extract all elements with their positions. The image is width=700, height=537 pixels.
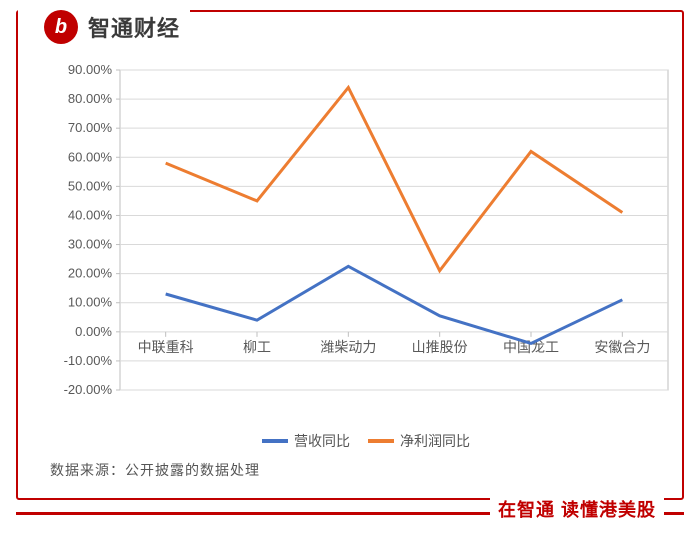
category-label: 中联重科 xyxy=(138,339,194,355)
header: b 智通财经 xyxy=(18,10,190,44)
y-tick-label: -10.00% xyxy=(64,353,113,368)
footer-slogan: 在智通 读懂港美股 xyxy=(490,496,664,522)
category-label: 山推股份 xyxy=(412,339,468,355)
y-tick-label: 90.00% xyxy=(68,62,113,77)
y-tick-label: 80.00% xyxy=(68,91,113,106)
legend-label: 营收同比 xyxy=(294,431,350,451)
logo-glyph: b xyxy=(55,16,67,39)
legend-item: 营收同比 xyxy=(262,431,350,451)
y-tick-label: 70.00% xyxy=(68,120,113,135)
footer: 在智通 读懂港美股 xyxy=(16,500,684,526)
legend-swatch xyxy=(368,439,394,443)
category-label: 潍柴动力 xyxy=(320,339,376,355)
y-tick-label: 20.00% xyxy=(68,266,113,281)
category-label: 安徽合力 xyxy=(594,339,650,355)
logo-icon: b xyxy=(44,10,78,44)
category-label: 中国龙工 xyxy=(503,339,559,355)
brand-frame: b 智通财经 -20.00% -10.00% 0.00% 10.00% 20.00% 30… xyxy=(16,10,684,500)
legend-item: 净利润同比 xyxy=(368,431,470,451)
y-tick-label: 50.00% xyxy=(68,178,113,193)
y-tick-label: 40.00% xyxy=(68,207,113,222)
y-tick-label: 30.00% xyxy=(68,237,113,252)
y-tick-label: 60.00% xyxy=(68,149,113,164)
chart-legend: 营收同比 净利润同比 xyxy=(50,431,682,451)
y-tick-label: 10.00% xyxy=(68,295,113,310)
legend-label: 净利润同比 xyxy=(400,431,470,451)
category-label: 柳工 xyxy=(243,339,271,355)
legend-swatch xyxy=(262,439,288,443)
chart-svg: -20.00% -10.00% 0.00% 10.00% 20.00% 30.00% 40.… xyxy=(50,60,682,420)
brand-name: 智通财经 xyxy=(88,11,180,43)
y-tick-label: 0.00% xyxy=(75,324,112,339)
source-label: 数据来源：公开披露的数据处理 xyxy=(50,460,260,480)
y-tick-label: -20.00% xyxy=(64,382,113,397)
line-chart: -20.00% -10.00% 0.00% 10.00% 20.00% 30.00% 40.… xyxy=(50,60,682,450)
